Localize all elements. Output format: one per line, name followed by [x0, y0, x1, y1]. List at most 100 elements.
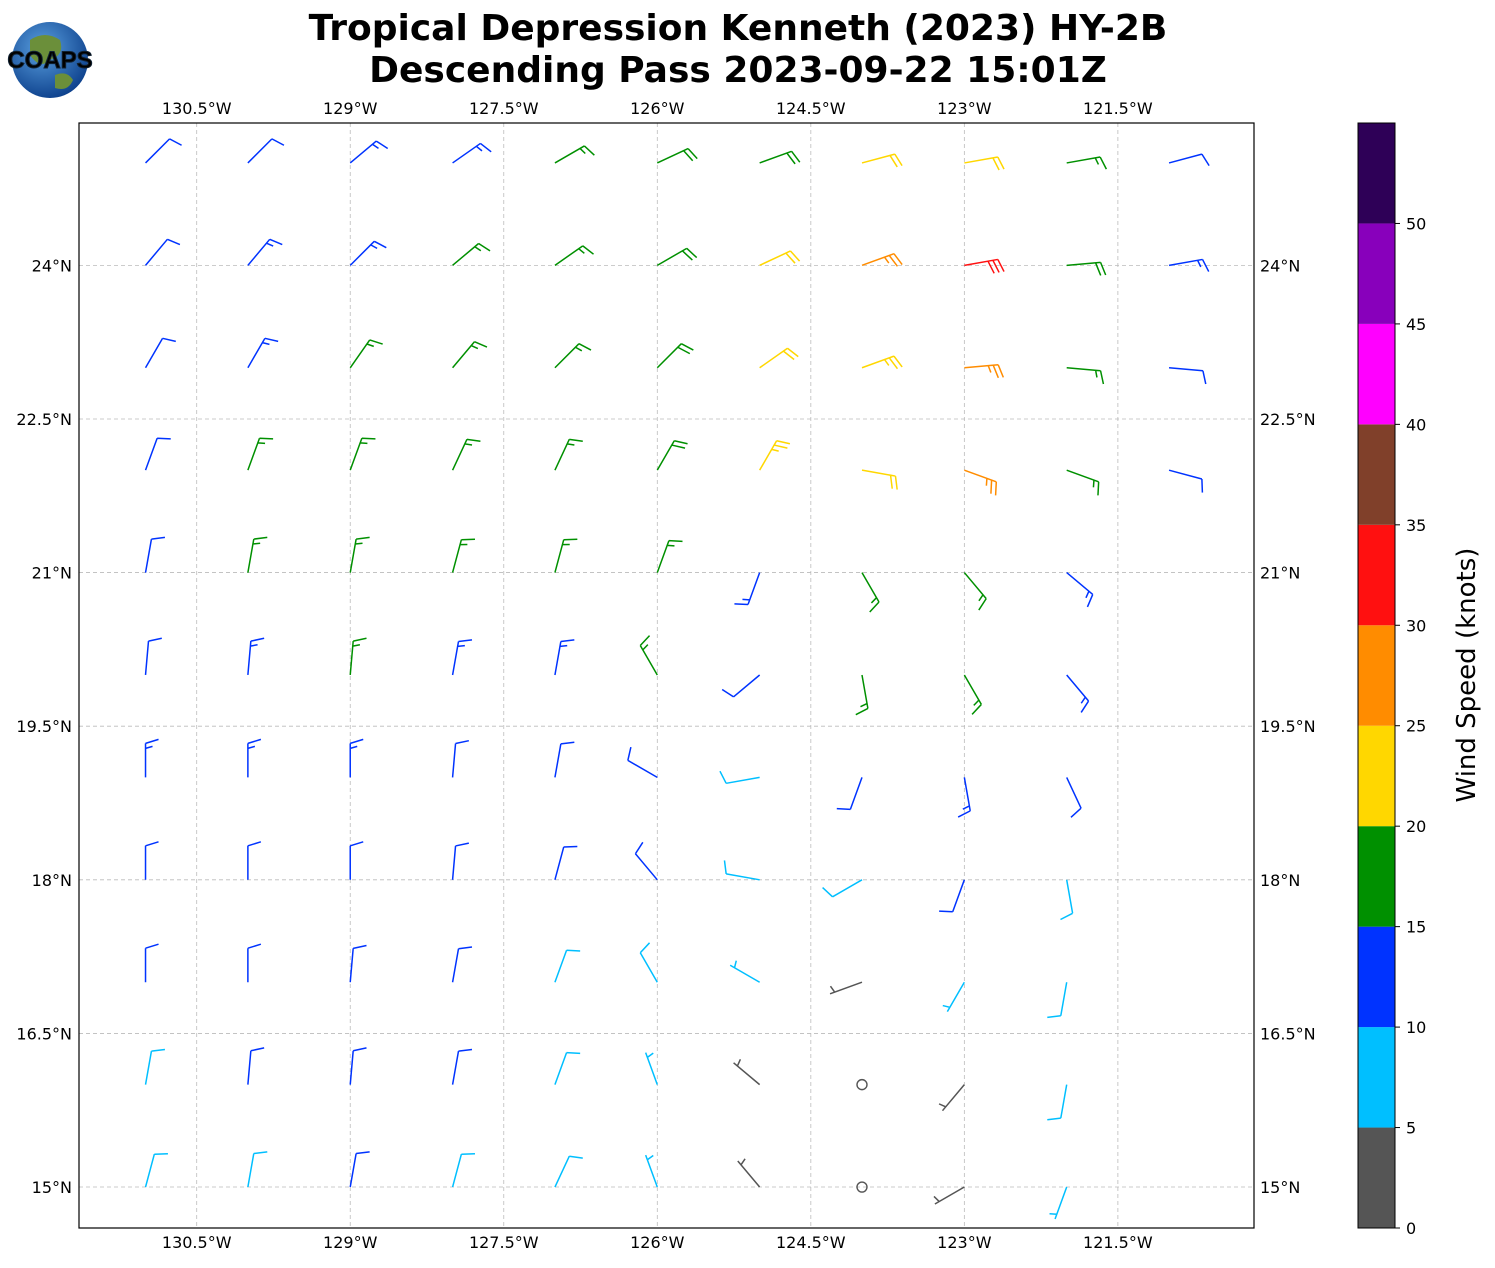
wind-barb [144, 943, 159, 983]
wind-barb [1066, 572, 1094, 608]
wind-barb [737, 1158, 761, 1188]
y-tick-label: 15°N [1260, 1178, 1300, 1197]
wind-barb [349, 536, 370, 573]
calm-circle [856, 1078, 868, 1091]
wind-barb [247, 841, 262, 880]
wind-barb [451, 1152, 476, 1188]
wind-barb [247, 238, 283, 266]
wind-barb [733, 1059, 761, 1086]
colorbar-tick-label: 30 [1406, 616, 1426, 635]
wind-barb [554, 1051, 581, 1085]
colorbar-tick-label: 40 [1406, 415, 1426, 434]
wind-barb [349, 944, 367, 983]
y-tick-label: 24°N [32, 256, 72, 275]
wind-barb [349, 637, 367, 676]
wind-barb [656, 539, 683, 573]
colorbar-segment [1358, 123, 1395, 224]
wind-barb [452, 142, 492, 164]
wind-barb [1049, 1186, 1068, 1220]
logo-land [30, 35, 73, 89]
wind-barb [861, 153, 903, 168]
colorbar-segment [1358, 223, 1395, 324]
y-tick-label: 22.5°N [16, 410, 72, 429]
wind-barb [144, 738, 159, 778]
wind-barb [644, 1154, 658, 1188]
colorbar-tick-label: 20 [1406, 817, 1426, 836]
wind-barb [644, 1052, 658, 1085]
colorbar-segment [1358, 1027, 1395, 1128]
wind-barb [855, 674, 869, 716]
wind-barb [963, 572, 987, 611]
wind-barb [144, 337, 176, 369]
wind-barb [822, 879, 863, 898]
wind-barb [759, 250, 801, 267]
map-frame [78, 122, 1255, 1229]
x-tick-label: 121.5°W [1083, 1233, 1153, 1252]
wind-barb [734, 572, 761, 606]
y-tick-label: 21°N [32, 564, 72, 583]
x-tick-label: 130.5°W [162, 1233, 232, 1252]
wind-barb [656, 247, 698, 266]
title-line: Tropical Depression Kenneth (2023) HY-2B [309, 8, 1168, 49]
wind-barb [452, 242, 491, 266]
wind-barb [656, 439, 688, 471]
wind-barb [721, 674, 761, 698]
x-tick-label: 123°W [937, 1233, 992, 1252]
x-tick-label: 129°W [323, 99, 378, 118]
x-tick-label: 123°W [937, 99, 992, 118]
x-tick-label: 127.5°W [469, 99, 539, 118]
y-tick-label: 19.5°N [16, 717, 72, 736]
wind-barb [933, 1186, 965, 1205]
wind-barb [247, 536, 268, 573]
wind-barb [964, 364, 1005, 379]
y-tick-label: 18°N [1260, 871, 1300, 890]
wind-barb [144, 1048, 166, 1085]
colorbar-tick-label: 5 [1406, 1119, 1416, 1138]
x-tick-label: 127.5°W [469, 1233, 539, 1252]
barbs [144, 138, 1210, 1220]
wind-barb [1066, 469, 1100, 496]
y-tick-label: 15°N [32, 1178, 72, 1197]
colorbar-label: Wind Speed (knots) [1452, 548, 1482, 803]
logo-text: COAPS [7, 47, 92, 74]
y-tick-label: 21°N [1260, 564, 1300, 583]
y-tick-label: 24°N [1260, 256, 1300, 275]
axes: 130.5°W 130.5°W 129°W 129°W 127.5°W 127.5°W 12… [16, 99, 1315, 1252]
wind-barb [861, 469, 898, 490]
wind-barb [554, 639, 575, 676]
colorbar-tick-label: 15 [1406, 918, 1426, 937]
wind-barb [247, 1151, 268, 1188]
wind-barb [1047, 1084, 1068, 1121]
wind-barb [861, 253, 903, 267]
wind-barb [554, 438, 583, 471]
wind-barb [247, 637, 265, 676]
wind-barb [723, 860, 760, 881]
title-line: Descending Pass 2023-09-22 15:01Z [369, 50, 1107, 91]
colorbar: 0 5 10 15 20 25 30 35 40 45 50 [1357, 122, 1426, 1238]
wind-barb [1066, 674, 1090, 713]
wind-barb [144, 536, 166, 573]
wind-barb [144, 1152, 168, 1188]
x-tick-label: 124.5°W [776, 1233, 846, 1252]
wind-barb [1168, 367, 1207, 385]
colorbar-segment [1358, 524, 1395, 626]
calm-circle [856, 1181, 868, 1193]
wind-barb [964, 258, 1005, 274]
wind-barb [554, 1155, 583, 1188]
wind-barb [861, 355, 903, 370]
wind-barb [554, 949, 581, 983]
wind-barb [1066, 261, 1107, 276]
colorbar-frame [1357, 122, 1396, 1229]
wind-barb [349, 1047, 367, 1085]
wind-barb [759, 150, 801, 165]
wind-barb [349, 1151, 370, 1188]
wind-barb [656, 343, 694, 369]
x-tick-label: 126°W [630, 1233, 685, 1252]
wind-barb [938, 1084, 965, 1112]
wind-barb [451, 842, 470, 880]
wind-barb [554, 538, 578, 573]
wind-barb [1066, 156, 1108, 170]
colorbar-segment [1358, 1127, 1395, 1228]
x-tick-label: 129°W [323, 1233, 378, 1252]
y-tick-label: 19.5°N [1260, 717, 1316, 736]
